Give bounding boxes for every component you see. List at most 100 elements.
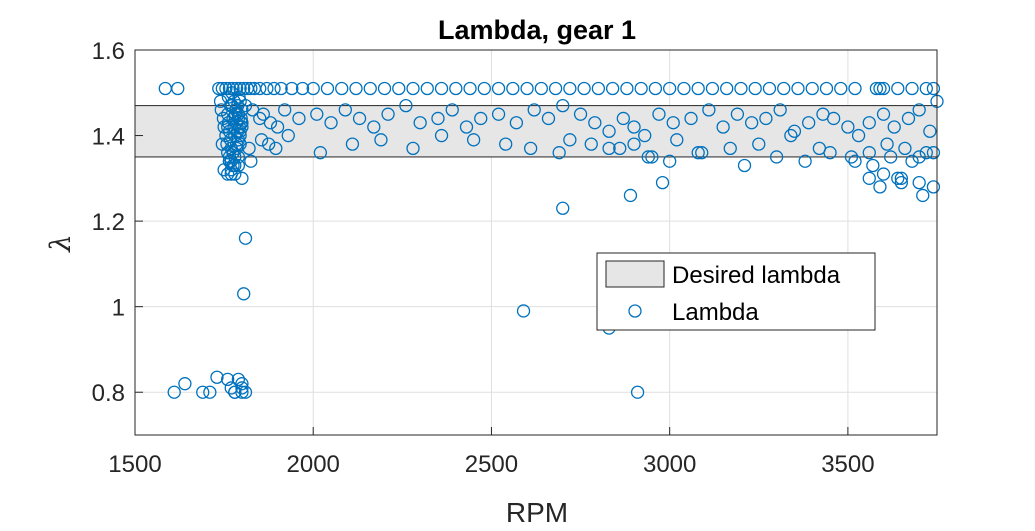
x-tick-label: 1500 xyxy=(108,451,161,478)
lambda-point xyxy=(215,137,229,151)
y-tick-label: 1 xyxy=(112,295,125,322)
lambda-point xyxy=(219,128,233,143)
lambda-point xyxy=(734,81,748,96)
lambda-point xyxy=(278,103,292,117)
lambda-point xyxy=(887,120,901,134)
lambda-point xyxy=(238,98,253,113)
y-gridlines xyxy=(135,49,937,393)
lambda-point xyxy=(748,81,762,96)
lambda-point xyxy=(901,111,916,126)
lambda-point xyxy=(873,180,887,194)
lambda-point xyxy=(588,116,602,130)
lambda-point xyxy=(869,81,884,96)
lambda-point xyxy=(474,111,488,126)
lambda-point xyxy=(663,154,677,168)
lambda-point xyxy=(226,146,240,160)
lambda-point xyxy=(363,81,377,96)
lambda-point xyxy=(834,81,848,96)
lambda-point xyxy=(238,231,253,245)
lambda-point xyxy=(905,81,919,96)
lambda-point xyxy=(784,128,798,143)
lambda-point xyxy=(826,111,841,126)
lambda-point xyxy=(269,141,283,156)
lambda-point xyxy=(848,154,862,168)
lambda-point xyxy=(905,154,919,168)
lambda-point xyxy=(233,137,247,151)
lambda-point xyxy=(695,146,709,160)
legend-swatch-band xyxy=(605,260,665,288)
lambda-point xyxy=(645,150,659,164)
lambda-point xyxy=(652,107,666,121)
lambda-point xyxy=(406,81,420,96)
lambda-point xyxy=(926,180,941,194)
lambda-point xyxy=(509,116,524,130)
lambda-point xyxy=(670,133,684,147)
lambda-point xyxy=(227,94,241,108)
lambda-point xyxy=(210,370,224,384)
lambda-point xyxy=(912,175,926,190)
lambda-point xyxy=(171,81,185,96)
lambda-point xyxy=(216,111,231,126)
lambda-point xyxy=(573,107,588,121)
lambda-point xyxy=(335,81,349,96)
lambda-point xyxy=(466,133,481,147)
lambda-point xyxy=(876,167,891,181)
lambda-point xyxy=(705,81,720,96)
lambda-point xyxy=(848,81,862,96)
lambda-point xyxy=(477,81,491,96)
lambda-point xyxy=(224,163,238,177)
lambda-point xyxy=(702,103,716,117)
lambda-point xyxy=(231,98,245,113)
lambda-point xyxy=(894,171,909,185)
lambda-point xyxy=(235,381,249,395)
lambda-point xyxy=(891,81,905,96)
plot-area xyxy=(134,49,938,436)
lambda-point xyxy=(556,98,570,113)
lambda-point xyxy=(534,81,548,96)
lambda-point xyxy=(244,81,258,96)
lambda-point xyxy=(556,201,570,215)
lambda-point xyxy=(802,116,816,130)
lambda-point xyxy=(648,81,663,96)
lambda-point xyxy=(744,116,759,130)
lambda-point xyxy=(912,150,926,164)
lambda-point xyxy=(392,81,406,96)
lambda-point xyxy=(602,124,616,138)
lambda-point xyxy=(894,175,909,190)
lambda-point xyxy=(254,133,269,147)
lambda-point xyxy=(716,120,730,134)
lambda-point xyxy=(841,120,855,134)
lambda-point xyxy=(862,146,876,160)
lambda-point xyxy=(577,81,591,96)
lambda-point xyxy=(196,385,210,399)
lambda-point xyxy=(563,133,577,147)
legend-label-lambda: Lambda xyxy=(672,299,759,326)
lambda-point xyxy=(862,171,876,185)
lambda-point xyxy=(203,385,217,399)
lambda-point xyxy=(798,154,812,168)
lambda-point xyxy=(516,304,531,318)
lambda-point xyxy=(459,120,474,134)
lambda-point xyxy=(231,111,246,126)
lambda-point xyxy=(399,98,413,113)
lambda-point xyxy=(602,141,616,156)
lambda-point xyxy=(242,141,256,156)
lambda-point xyxy=(613,141,627,156)
lambda-point xyxy=(919,81,933,96)
lambda-point xyxy=(623,188,638,203)
lambda-point xyxy=(737,158,752,173)
lambda-point xyxy=(228,158,242,173)
y-tick-label: 0.8 xyxy=(92,380,125,407)
lambda-point xyxy=(431,111,445,126)
lambda-point xyxy=(377,81,392,96)
lambda-point xyxy=(324,116,338,130)
lambda-point xyxy=(491,81,506,96)
lambda-point xyxy=(499,137,513,151)
lambda-point xyxy=(158,81,172,96)
lambda-point xyxy=(221,167,235,181)
lambda-point xyxy=(445,103,459,117)
lambda-point xyxy=(306,81,320,96)
lambda-point xyxy=(310,107,324,121)
lambda-point xyxy=(434,128,449,143)
lambda-point xyxy=(584,137,598,151)
